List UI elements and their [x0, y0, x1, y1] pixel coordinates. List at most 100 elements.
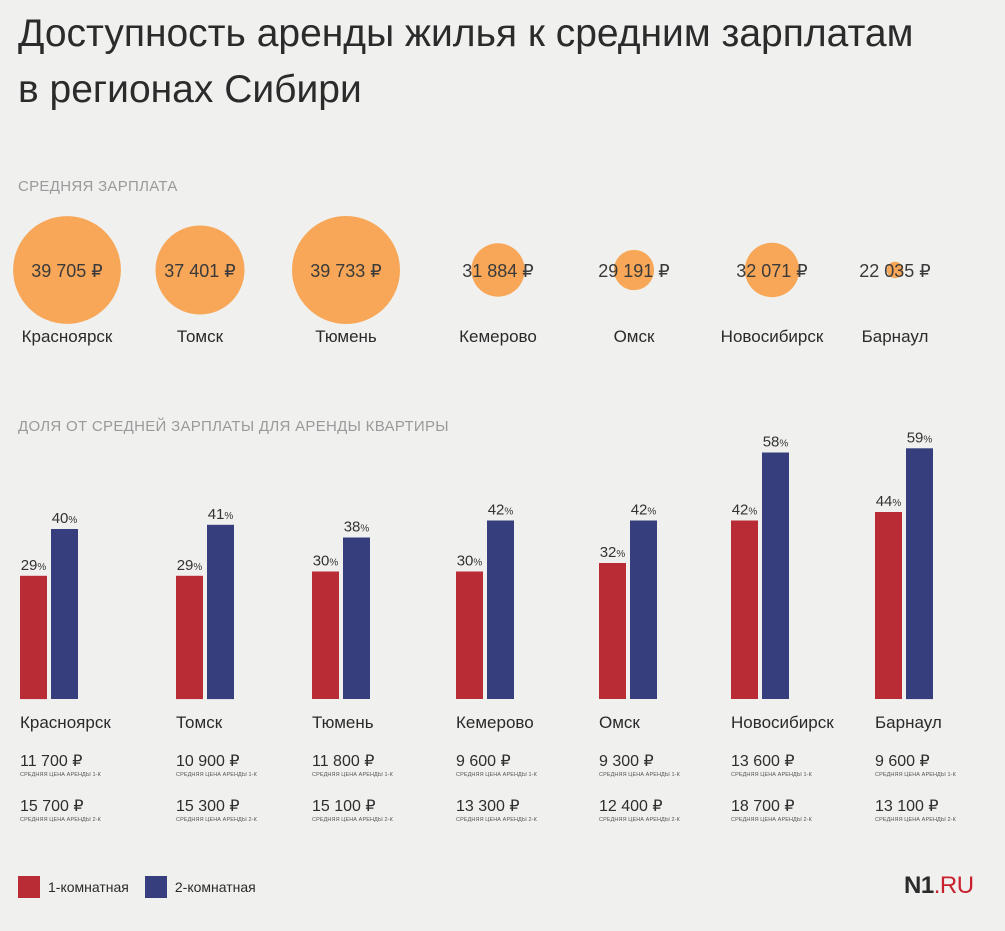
rent-one-room-note-city-3: СРЕДНЯЯ ЦЕНА АРЕНДЫ 1-К	[312, 772, 394, 778]
bar-label-one-room-city-1: 29%	[21, 557, 47, 574]
bar-label-two-room-city-4: 42%	[488, 502, 514, 519]
rent-two-room-note-city-6: СРЕДНЯЯ ЦЕНА АРЕНДЫ 2-К	[731, 817, 813, 823]
rent-one-room-note-city-2: СРЕДНЯЯ ЦЕНА АРЕНДЫ 1-К	[176, 772, 258, 778]
legend-item-two-room: 2-комнатная	[144, 876, 256, 898]
bar-city-label-city-4: Кемерово	[456, 713, 534, 732]
rent-two-room-note-city-1: СРЕДНЯЯ ЦЕНА АРЕНДЫ 2-К	[20, 817, 102, 823]
legend-swatch-one-room	[18, 876, 40, 898]
n1-logo: N1.RU	[904, 872, 974, 900]
legend-label-one-room: 1-комнатная	[48, 879, 129, 895]
rent-two-room-note-city-3: СРЕДНЯЯ ЦЕНА АРЕНДЫ 2-К	[312, 817, 394, 823]
bar-label-one-room-city-2: 29%	[177, 557, 203, 574]
share-section-label: ДОЛЯ ОТ СРЕДНЕЙ ЗАРПЛАТЫ ДЛЯ АРЕНДЫ КВАР…	[18, 418, 449, 435]
rent-one-room-city-3: 11 800 ₽	[312, 753, 374, 770]
chart-title: Доступность аренды жилья к средним зарпл…	[18, 6, 978, 118]
salary-value-city-4: 31 884 ₽	[462, 261, 534, 281]
bar-one-room-city-3	[312, 571, 339, 699]
rent-one-room-city-1: 11 700 ₽	[20, 753, 82, 770]
rent-two-room-note-city-7: СРЕДНЯЯ ЦЕНА АРЕНДЫ 2-К	[875, 817, 957, 823]
salary-value-city-3: 39 733 ₽	[310, 261, 382, 281]
rent-one-room-note-city-1: СРЕДНЯЯ ЦЕНА АРЕНДЫ 1-К	[20, 772, 102, 778]
salary-city-label-city-3: Тюмень	[315, 327, 377, 346]
salary-bubble-city-2	[155, 225, 245, 315]
rent-two-room-city-4: 13 300 ₽	[456, 798, 520, 815]
rent-two-room-city-6: 18 700 ₽	[731, 798, 795, 815]
rent-two-room-city-3: 15 100 ₽	[312, 798, 376, 815]
bar-one-room-city-1	[20, 575, 47, 700]
bar-label-one-room-city-6: 42%	[732, 502, 758, 519]
salary-section-label: СРЕДНЯЯ ЗАРПЛАТА	[18, 178, 178, 195]
salary-value-city-5: 29 191 ₽	[598, 261, 670, 281]
chart-title-line-2: в регионах Сибири	[18, 68, 362, 111]
bar-two-room-city-2	[207, 524, 234, 700]
salary-value-city-2: 37 401 ₽	[164, 261, 236, 281]
rent-one-room-note-city-5: СРЕДНЯЯ ЦЕНА АРЕНДЫ 1-К	[599, 772, 681, 778]
bar-city-label-city-3: Тюмень	[312, 713, 374, 732]
bar-two-room-city-4	[487, 520, 514, 699]
bar-label-two-room-city-6: 58%	[763, 434, 789, 451]
bar-two-room-city-3	[343, 537, 370, 699]
rent-one-room-note-city-7: СРЕДНЯЯ ЦЕНА АРЕНДЫ 1-К	[875, 772, 957, 778]
salary-value-city-7: 22 035 ₽	[859, 261, 931, 281]
salary-value-city-6: 32 071 ₽	[736, 261, 808, 281]
salary-bubble-city-3	[292, 216, 400, 324]
rent-one-room-city-2: 10 900 ₽	[176, 753, 240, 770]
legend-label-two-room: 2-комнатная	[174, 879, 256, 895]
bar-city-label-city-7: Барнаул	[875, 713, 942, 732]
salary-city-label-city-1: Красноярск	[22, 327, 113, 346]
salary-value-city-1: 39 705 ₽	[31, 261, 103, 281]
bar-one-room-city-4	[456, 571, 483, 699]
bar-label-one-room-city-4: 30%	[457, 553, 483, 570]
salary-city-label-city-5: Омск	[614, 327, 655, 346]
bar-city-label-city-1: Красноярск	[20, 713, 111, 732]
chart-title-line-1: Доступность аренды жилья к средним зарпл…	[18, 12, 914, 55]
bar-two-room-city-5	[630, 520, 657, 699]
rent-two-room-city-7: 13 100 ₽	[875, 798, 939, 815]
bar-one-room-city-7	[875, 512, 902, 699]
rent-two-room-note-city-5: СРЕДНЯЯ ЦЕНА АРЕНДЫ 2-К	[599, 817, 681, 823]
logo-suffix: .RU	[933, 872, 974, 899]
rent-one-room-note-city-4: СРЕДНЯЯ ЦЕНА АРЕНДЫ 1-К	[456, 772, 538, 778]
salary-bubble-city-7	[886, 261, 904, 279]
salary-city-label-city-4: Кемерово	[459, 327, 537, 346]
bar-one-room-city-2	[176, 575, 203, 700]
bar-label-one-room-city-7: 44%	[876, 493, 902, 510]
salary-bubble-city-5	[613, 249, 655, 291]
rent-one-room-city-7: 9 600 ₽	[875, 753, 930, 770]
logo-main: N1	[904, 872, 934, 899]
rent-two-room-city-5: 12 400 ₽	[599, 798, 663, 815]
bar-city-label-city-2: Томск	[176, 713, 223, 732]
legend-item-one-room: 1-комнатная	[18, 876, 129, 898]
rent-one-room-note-city-6: СРЕДНЯЯ ЦЕНА АРЕНДЫ 1-К	[731, 772, 813, 778]
rent-one-room-city-4: 9 600 ₽	[456, 753, 511, 770]
salary-bubble-city-1	[13, 216, 121, 324]
rent-one-room-city-6: 13 600 ₽	[731, 753, 795, 770]
bar-one-room-city-5	[599, 563, 626, 699]
salary-city-label-city-7: Барнаул	[862, 327, 929, 346]
bar-two-room-city-7	[906, 448, 933, 700]
salary-city-label-city-6: Новосибирск	[721, 327, 824, 346]
bar-label-one-room-city-3: 30%	[313, 553, 339, 570]
bar-label-two-room-city-5: 42%	[631, 502, 657, 519]
salary-city-label-city-2: Томск	[177, 327, 224, 346]
bar-label-one-room-city-5: 32%	[600, 544, 626, 561]
rent-two-room-note-city-2: СРЕДНЯЯ ЦЕНА АРЕНДЫ 2-К	[176, 817, 258, 823]
rent-two-room-note-city-4: СРЕДНЯЯ ЦЕНА АРЕНДЫ 2-К	[456, 817, 538, 823]
legend-swatch-two-room	[144, 876, 167, 898]
bar-label-two-room-city-3: 38%	[344, 519, 370, 536]
bar-city-label-city-5: Омск	[599, 713, 640, 732]
salary-bubble-city-4	[471, 243, 525, 297]
rent-two-room-city-2: 15 300 ₽	[176, 798, 240, 815]
bar-two-room-city-1	[51, 529, 78, 699]
bar-label-two-room-city-1: 40%	[52, 510, 78, 527]
legend: 1-комнатная 2-комнатная	[18, 876, 272, 898]
bar-label-two-room-city-7: 59%	[907, 429, 933, 446]
rent-one-room-city-5: 9 300 ₽	[599, 753, 654, 770]
bar-one-room-city-6	[731, 520, 758, 699]
bar-label-two-room-city-2: 41%	[208, 506, 234, 523]
bar-two-room-city-6	[762, 452, 789, 699]
rent-two-room-city-1: 15 700 ₽	[20, 798, 84, 815]
bar-city-label-city-6: Новосибирск	[731, 713, 834, 732]
salary-bubble-city-6	[744, 242, 800, 298]
